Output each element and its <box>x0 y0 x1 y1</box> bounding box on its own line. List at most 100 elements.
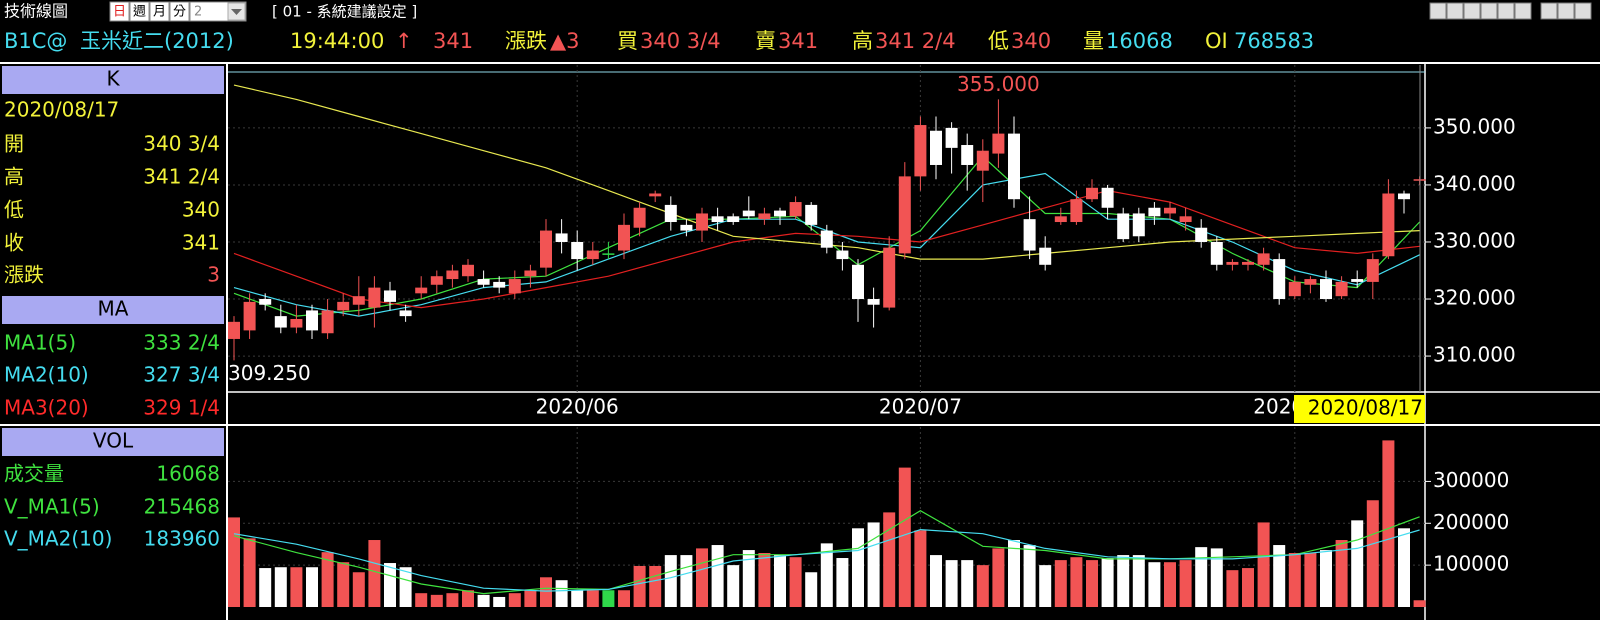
row-label: V_MA1(5) <box>4 495 100 519</box>
plots: 310.000 320.000 330.000 340.000 350.000 2020/… <box>228 65 1516 607</box>
period-label[interactable]: 分 <box>173 5 186 20</box>
period-button[interactable] <box>169 1 190 22</box>
volume-bar <box>602 590 615 607</box>
candle-body <box>633 207 646 228</box>
volume-bar <box>1039 565 1052 607</box>
tool-button[interactable] <box>1557 2 1575 20</box>
volume-bar <box>571 590 584 607</box>
candle-body <box>680 224 693 231</box>
candle-body <box>945 127 958 148</box>
tool-button[interactable] <box>1463 2 1481 20</box>
y-tick-label: 100000 <box>1433 552 1509 576</box>
tool-button[interactable] <box>1514 2 1532 20</box>
panel-header-text: K <box>106 67 120 91</box>
candle-body <box>1320 279 1332 300</box>
x-tick-label: 2020/07 <box>879 395 962 419</box>
candle-body <box>649 193 662 197</box>
period-button[interactable] <box>149 1 170 22</box>
candle-body <box>976 150 989 171</box>
candle-body <box>586 250 599 260</box>
tool-button[interactable] <box>1429 2 1447 20</box>
high-label: 高 <box>852 29 873 53</box>
low-value: 340 <box>1011 29 1051 53</box>
candle-body <box>930 130 942 165</box>
candle-body <box>306 310 318 331</box>
volume-bar <box>711 545 724 607</box>
candle-body <box>711 216 724 223</box>
high-value: 341 2/4 <box>875 29 956 53</box>
volume-bar <box>540 577 552 607</box>
volume-bar <box>508 593 521 607</box>
candle-body <box>446 270 459 280</box>
period-label[interactable]: 月 <box>153 5 166 20</box>
volume-bar <box>1320 550 1332 607</box>
volume-label: 量 <box>1083 29 1104 53</box>
candle-body <box>1070 199 1083 223</box>
volume-bar <box>696 548 708 607</box>
volume-bar <box>462 590 474 607</box>
settings-label[interactable]: [ 01 - 系統建議設定 ] <box>272 3 417 21</box>
volume-bar <box>477 594 490 607</box>
volume-bar <box>446 593 459 607</box>
candle-body <box>961 145 974 165</box>
bid-value: 340 3/4 <box>640 29 721 53</box>
last-price: 341 <box>433 29 473 53</box>
period-button[interactable] <box>129 1 150 22</box>
row-label: 成交量 <box>4 462 64 486</box>
candle-body <box>368 287 381 308</box>
volume-bar <box>1086 560 1098 607</box>
period-label[interactable]: 週 <box>133 5 146 20</box>
volume-bar <box>992 548 1005 607</box>
volume-bar <box>633 565 646 607</box>
volume-bar <box>898 467 911 607</box>
volume-bar <box>493 596 506 607</box>
tool-button[interactable] <box>1540 2 1558 20</box>
volume-bar <box>430 594 443 607</box>
candle-body <box>1335 281 1348 297</box>
row-value: 16068 <box>156 462 220 486</box>
row-value: 327 3/4 <box>143 363 220 387</box>
panel-header-text: VOL <box>93 429 134 453</box>
volume-bar <box>789 557 802 607</box>
period-label[interactable]: 日 <box>113 5 126 20</box>
candle-body <box>1366 259 1379 282</box>
period-button[interactable] <box>109 1 130 22</box>
volume-bar <box>1117 555 1130 607</box>
volume-bar <box>415 593 428 607</box>
candle-body <box>477 279 490 285</box>
volume-bar <box>1413 600 1426 607</box>
ask-value: 341 <box>778 29 818 53</box>
volume-bar <box>1070 557 1083 607</box>
candle-body <box>867 299 880 305</box>
candle-body <box>789 202 802 217</box>
candle-body <box>914 125 927 177</box>
volume-bar <box>1242 568 1254 607</box>
period-count[interactable]: 2 <box>194 5 202 20</box>
oi-value: 768583 <box>1234 29 1314 53</box>
candle-body <box>555 233 568 242</box>
row-label: MA2(10) <box>4 363 89 387</box>
cursor-label: 2020/08/17 <box>1308 396 1423 420</box>
tool-button[interactable] <box>1446 2 1464 20</box>
volume-bar <box>243 538 256 607</box>
volume-bar <box>1054 560 1067 607</box>
panel-header <box>2 296 224 324</box>
volume-bar <box>758 553 771 607</box>
volume-bar <box>524 590 537 607</box>
tool-button[interactable] <box>1574 2 1592 20</box>
info-panel: K 2020/08/17 開 340 3/4 高 341 2/4 低 340 收… <box>2 66 224 551</box>
volume-bar <box>1148 562 1161 607</box>
volume-bar <box>1101 558 1114 607</box>
quote-line: B1C@ 玉米近二(2012) 19:44:00 ↑ 341 漲跌 ▲3 買 3… <box>4 29 1314 53</box>
volume-bar <box>352 572 365 607</box>
tool-button[interactable] <box>1497 2 1515 20</box>
candle-body <box>1054 216 1067 223</box>
candle-body <box>1195 227 1208 242</box>
tool-button[interactable] <box>1480 2 1498 20</box>
candle-body <box>1382 193 1395 257</box>
candle-body <box>992 133 1005 154</box>
volume-bar <box>306 567 318 607</box>
volume-bar <box>836 558 849 607</box>
candle-body <box>1117 213 1130 240</box>
